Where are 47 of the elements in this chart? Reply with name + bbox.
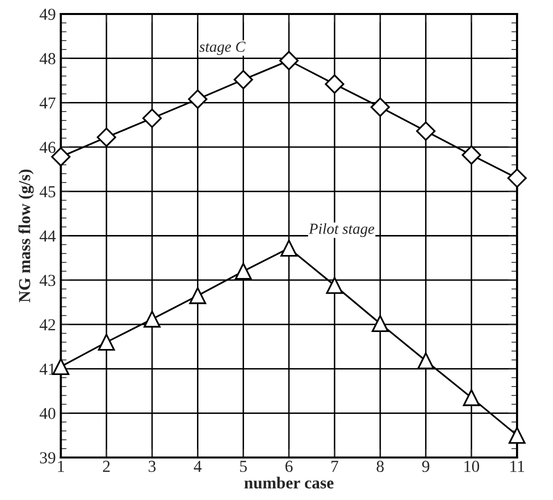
point bbox=[234, 70, 253, 90]
y-tick-label: 44 bbox=[40, 230, 56, 242]
y-tick-label: 48 bbox=[40, 53, 56, 64]
x-tick-label: 5 bbox=[240, 460, 247, 472]
y-tick-label: 43 bbox=[40, 274, 56, 286]
y-axis-title: NG mass flow (g/s) bbox=[18, 170, 34, 302]
x-tick-label: 11 bbox=[510, 460, 524, 472]
point bbox=[417, 352, 434, 370]
x-tick-label: 7 bbox=[331, 460, 338, 472]
x-axis-title: number case bbox=[244, 476, 334, 489]
point bbox=[279, 50, 299, 70]
point bbox=[52, 358, 70, 376]
x-tick-label: 9 bbox=[422, 460, 430, 472]
y-tick-label: 41 bbox=[40, 364, 55, 375]
point bbox=[234, 262, 252, 280]
point bbox=[462, 389, 480, 406]
point bbox=[96, 128, 116, 147]
point bbox=[416, 121, 436, 141]
x-tick-label: 3 bbox=[148, 460, 156, 472]
y-tick-label: 46 bbox=[40, 142, 56, 153]
point bbox=[370, 97, 390, 117]
x-tick-label: 1 bbox=[58, 460, 64, 472]
point bbox=[189, 287, 206, 304]
x-tick-label: 2 bbox=[103, 460, 110, 472]
y-tick-label: 49 bbox=[40, 8, 56, 20]
series-label: stage C bbox=[199, 42, 246, 56]
x-tick-label: 8 bbox=[376, 460, 384, 472]
point bbox=[98, 334, 115, 351]
x-tick-label: 10 bbox=[464, 460, 480, 472]
point bbox=[188, 89, 208, 109]
point bbox=[462, 145, 482, 165]
x-tick-label: 6 bbox=[285, 460, 293, 472]
y-tick-label: 40 bbox=[40, 408, 56, 420]
y-tick-label: 45 bbox=[40, 186, 56, 198]
point bbox=[324, 74, 344, 94]
point bbox=[142, 108, 162, 128]
point bbox=[372, 315, 389, 332]
point bbox=[144, 310, 161, 328]
series-label: Pilot stage bbox=[308, 223, 374, 238]
point bbox=[508, 426, 526, 444]
y-tick-label: 47 bbox=[40, 98, 56, 108]
y-tick-label: 39 bbox=[40, 452, 56, 464]
point bbox=[326, 276, 344, 294]
point bbox=[280, 240, 298, 257]
x-tick-label: 4 bbox=[194, 460, 202, 472]
y-tick-label: 42 bbox=[40, 319, 56, 330]
point bbox=[507, 168, 527, 188]
